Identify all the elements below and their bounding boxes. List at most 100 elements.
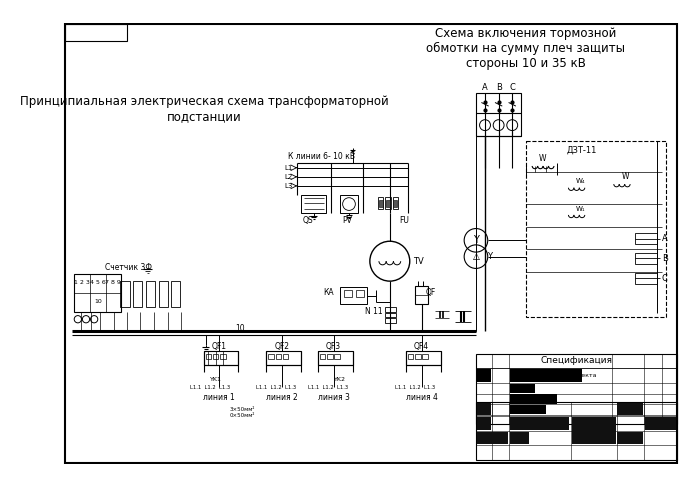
Bar bbox=[269, 354, 274, 359]
Text: линия 1: линия 1 bbox=[203, 393, 235, 402]
Text: QF3: QF3 bbox=[326, 342, 341, 351]
Bar bbox=[327, 354, 333, 359]
Text: A: A bbox=[482, 83, 488, 93]
Text: FU: FU bbox=[399, 216, 409, 225]
Text: L1.1  L1.2  L1.3: L1.1 L1.2 L1.3 bbox=[395, 385, 435, 390]
Text: L2: L2 bbox=[284, 174, 293, 180]
Text: YK1: YK1 bbox=[209, 376, 222, 382]
Text: линия 2: линия 2 bbox=[266, 393, 298, 402]
Text: L1.1  L1.2  L1.3: L1.1 L1.2 L1.3 bbox=[190, 385, 231, 390]
Text: QF4: QF4 bbox=[414, 342, 429, 351]
Text: QF: QF bbox=[426, 288, 437, 298]
Bar bbox=[213, 354, 218, 359]
Text: B: B bbox=[496, 83, 502, 93]
Bar bbox=[415, 354, 421, 359]
Bar bbox=[146, 281, 155, 306]
Bar bbox=[509, 384, 535, 393]
Text: QF1: QF1 bbox=[211, 342, 227, 351]
Bar bbox=[320, 354, 326, 359]
Text: Счетчик 3Ф: Счетчик 3Ф bbox=[105, 263, 152, 272]
Bar bbox=[477, 417, 492, 430]
Bar bbox=[171, 281, 180, 306]
Bar bbox=[267, 351, 301, 365]
Text: B: B bbox=[662, 254, 668, 263]
Bar bbox=[477, 403, 492, 415]
Bar bbox=[526, 141, 666, 318]
Text: 1 2 3: 1 2 3 bbox=[73, 281, 89, 285]
Text: Спецификация: Спецификация bbox=[541, 356, 613, 365]
Text: Y: Y bbox=[487, 252, 492, 261]
Text: 7 8 9: 7 8 9 bbox=[105, 281, 121, 285]
Bar bbox=[617, 431, 643, 444]
Text: L1.1  L1.2  L1.3: L1.1 L1.2 L1.3 bbox=[308, 385, 348, 390]
Bar bbox=[378, 197, 384, 209]
Bar bbox=[422, 354, 428, 359]
Bar bbox=[318, 351, 353, 365]
Bar bbox=[345, 290, 352, 298]
Bar bbox=[509, 369, 582, 382]
Text: Схема включения тормозной
обмотки на сумму плеч защиты
стороны 10 и 35 кВ: Схема включения тормозной обмотки на сум… bbox=[426, 26, 626, 70]
Bar bbox=[386, 318, 396, 323]
Text: △: △ bbox=[473, 252, 479, 261]
Text: N 11: N 11 bbox=[364, 306, 382, 316]
Bar bbox=[408, 354, 413, 359]
Bar bbox=[477, 405, 492, 414]
Bar bbox=[301, 195, 326, 213]
Text: C: C bbox=[509, 83, 515, 93]
Bar bbox=[394, 200, 397, 207]
Text: 10: 10 bbox=[94, 300, 102, 304]
Bar bbox=[220, 354, 226, 359]
Bar bbox=[509, 417, 569, 430]
Bar bbox=[476, 402, 677, 460]
Bar bbox=[386, 197, 391, 209]
Bar bbox=[120, 281, 129, 306]
Bar bbox=[509, 431, 530, 444]
Bar bbox=[476, 94, 522, 136]
Bar bbox=[572, 417, 615, 444]
Text: YK2: YK2 bbox=[334, 376, 346, 382]
Bar bbox=[275, 354, 281, 359]
Text: W₄: W₄ bbox=[575, 178, 585, 185]
Text: W: W bbox=[622, 172, 629, 181]
Text: линия 4: линия 4 bbox=[405, 393, 437, 402]
Bar bbox=[415, 286, 428, 304]
Text: Y: Y bbox=[473, 235, 479, 245]
Bar bbox=[65, 24, 126, 41]
Text: L1.1  L1.2  L1.3: L1.1 L1.2 L1.3 bbox=[256, 385, 296, 390]
Text: C: C bbox=[662, 274, 668, 283]
Bar bbox=[340, 287, 367, 304]
Bar bbox=[617, 403, 643, 415]
Bar bbox=[509, 405, 546, 414]
Text: Принципиальная электрическая схема трансформаторной
подстанции: Принципиальная электрическая схема транс… bbox=[20, 95, 388, 123]
Bar bbox=[634, 233, 658, 244]
Bar bbox=[206, 354, 211, 359]
Bar bbox=[74, 274, 121, 312]
Text: КА: КА bbox=[323, 288, 334, 298]
Text: линия 3: линия 3 bbox=[318, 393, 350, 402]
Bar bbox=[158, 281, 167, 306]
Text: TV: TV bbox=[413, 257, 424, 266]
Bar bbox=[509, 394, 557, 404]
Text: L1: L1 bbox=[284, 165, 293, 171]
Bar bbox=[379, 200, 383, 207]
Text: 3×50мм²: 3×50мм² bbox=[229, 408, 255, 412]
Text: 10: 10 bbox=[235, 324, 245, 333]
Bar bbox=[406, 351, 441, 365]
Bar bbox=[634, 253, 658, 264]
Text: QS: QS bbox=[303, 216, 313, 225]
Bar bbox=[340, 195, 358, 213]
Bar bbox=[386, 307, 396, 312]
Bar bbox=[386, 313, 396, 318]
Text: QF2: QF2 bbox=[275, 342, 290, 351]
Bar bbox=[356, 290, 364, 298]
Text: W: W bbox=[539, 154, 546, 163]
Bar bbox=[477, 369, 492, 382]
Text: 4 5 6: 4 5 6 bbox=[90, 281, 105, 285]
Bar bbox=[477, 431, 508, 444]
Bar bbox=[335, 354, 340, 359]
Bar bbox=[392, 197, 398, 209]
Text: Наименование объекта: Наименование объекта bbox=[518, 373, 597, 378]
Bar bbox=[283, 354, 288, 359]
Text: 0×50мм²: 0×50мм² bbox=[229, 413, 255, 418]
Text: К линии 6- 10 кВ: К линии 6- 10 кВ bbox=[288, 152, 355, 161]
